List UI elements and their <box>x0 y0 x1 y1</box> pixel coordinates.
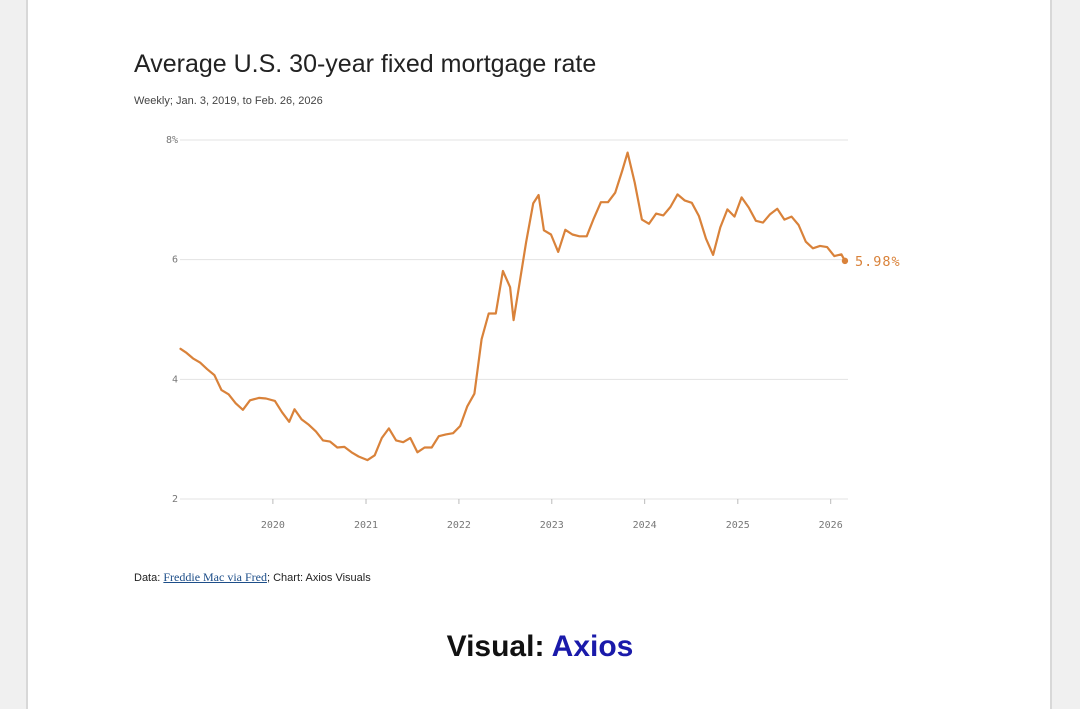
chart-panel <box>26 0 1052 709</box>
x-tick-label: 2021 <box>354 520 378 531</box>
visual-prefix: Visual: <box>446 630 545 663</box>
visual-brand: Axios <box>551 630 634 663</box>
source-prefix: Data: <box>134 572 164 584</box>
x-tick-label: 2024 <box>633 520 657 531</box>
series-end-point <box>841 257 849 265</box>
chart-subtitle: Weekly; Jan. 3, 2019, to Feb. 26, 2026 <box>134 95 323 107</box>
chart-title: Average U.S. 30-year fixed mortgage rate <box>134 50 597 78</box>
source-link[interactable]: Freddie Mac via Fred <box>163 570 267 584</box>
x-tick-label: 2026 <box>819 520 843 531</box>
source-note: Data: Freddie Mac via Fred; Chart: Axios… <box>134 570 371 585</box>
y-tick-label: 6 <box>172 255 178 266</box>
x-tick-label: 2022 <box>447 520 471 531</box>
source-suffix: ; Chart: Axios Visuals <box>267 572 371 584</box>
y-tick-label: 2 <box>172 494 178 505</box>
y-tick-label: 4 <box>172 374 178 385</box>
x-tick-label: 2023 <box>540 520 564 531</box>
x-tick-label: 2020 <box>261 520 285 531</box>
x-tick-label: 2025 <box>726 520 750 531</box>
y-tick-label: 8% <box>166 135 178 146</box>
end-value-label: 5.98% <box>855 254 901 270</box>
series-line <box>179 151 846 462</box>
visual-credit: Visual: Axios <box>0 630 1080 664</box>
